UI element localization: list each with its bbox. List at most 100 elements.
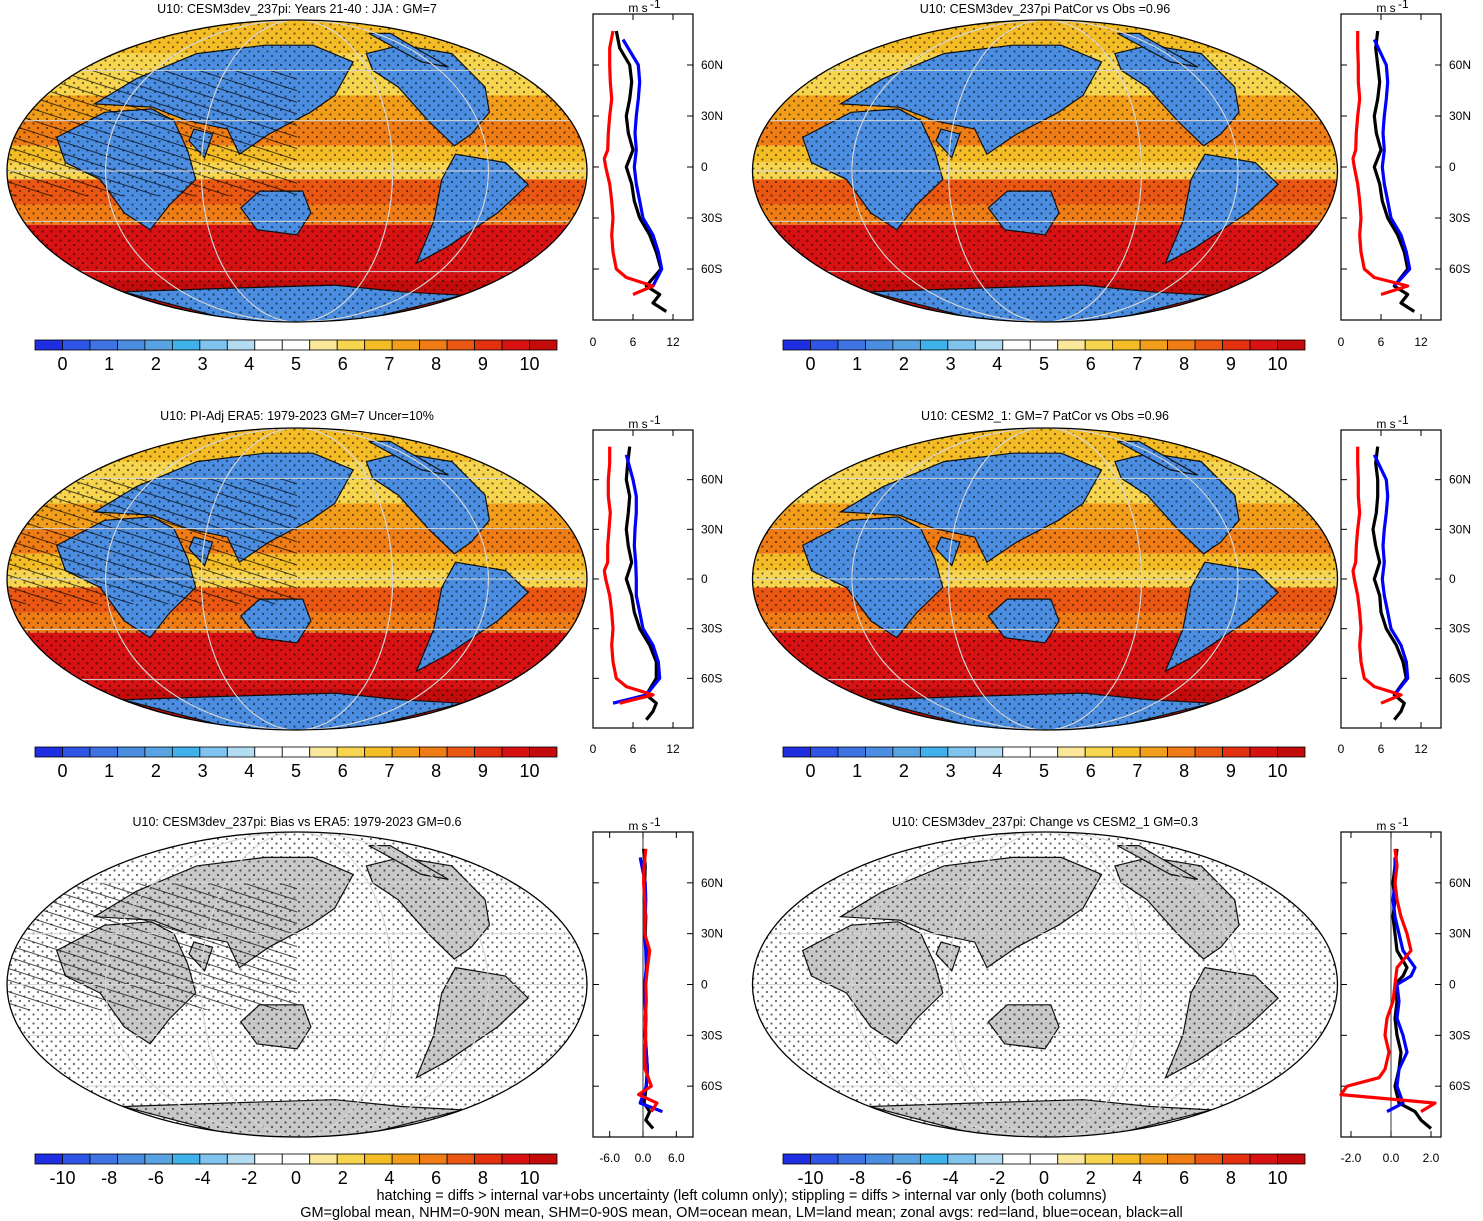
colorbar-box bbox=[865, 1153, 894, 1165]
colorbar-label: 2 bbox=[338, 1168, 348, 1188]
colorbar-label: 7 bbox=[384, 761, 394, 781]
colorbar-label: 3 bbox=[946, 354, 956, 374]
colorbar-box bbox=[919, 746, 949, 758]
colorbar-box bbox=[782, 1153, 811, 1165]
zonal-lat-label: 60S bbox=[1449, 671, 1470, 685]
colorbar-box bbox=[947, 1153, 976, 1165]
zonal-lat-label: 30N bbox=[1449, 927, 1471, 941]
panel-title: U10: CESM3dev_237pi PatCor vs Obs =0.96 bbox=[920, 2, 1171, 16]
colorbar-label: 9 bbox=[1226, 761, 1236, 781]
colorbar-box bbox=[1057, 339, 1086, 351]
zonal-series-red bbox=[602, 446, 655, 705]
hatch-overlay bbox=[7, 478, 297, 605]
zonal-x-label: 12 bbox=[1414, 742, 1428, 756]
colorbar-box bbox=[364, 746, 393, 758]
colorbar-label: 3 bbox=[198, 354, 208, 374]
colorbar-box bbox=[1249, 1153, 1278, 1165]
zonal-lat-label: 0 bbox=[701, 572, 708, 586]
colorbar-label: 8 bbox=[431, 354, 441, 374]
colorbar-box bbox=[254, 746, 283, 758]
colorbar-box bbox=[226, 339, 256, 351]
zonal-lat-label: 60N bbox=[1449, 473, 1471, 487]
colorbar-box bbox=[1167, 339, 1196, 351]
colorbar-box bbox=[837, 746, 866, 758]
map-field bbox=[752, 20, 1338, 322]
colorbar-box bbox=[89, 1153, 118, 1165]
colorbar-box bbox=[892, 339, 921, 351]
zonal-lat-label: 60S bbox=[701, 262, 722, 276]
colorbar-box bbox=[782, 746, 811, 758]
colorbar-box bbox=[865, 746, 894, 758]
zonal-x-label: 6.0 bbox=[668, 1151, 685, 1165]
colorbar-label: 0 bbox=[291, 1168, 301, 1188]
colorbar-label: 1 bbox=[852, 354, 862, 374]
colorbar-label: 10 bbox=[1268, 1168, 1288, 1188]
colorbar-box bbox=[199, 1153, 228, 1165]
colorbar-label: 2 bbox=[1086, 1168, 1096, 1188]
zonal-units-sup: -1 bbox=[1398, 413, 1409, 427]
zonal-units: m s bbox=[628, 819, 647, 833]
colorbar-box bbox=[364, 339, 393, 351]
colorbar-box bbox=[474, 746, 503, 758]
map-outline bbox=[6, 19, 588, 323]
zonal-x-label: 6 bbox=[1378, 335, 1385, 349]
colorbar-box bbox=[62, 746, 91, 758]
graticule-lon bbox=[105, 832, 489, 1137]
zonal-series-blue bbox=[612, 454, 662, 705]
colorbar-label: 8 bbox=[431, 761, 441, 781]
zonal-x-label: 6 bbox=[1378, 742, 1385, 756]
zonal-series-blue bbox=[1386, 857, 1417, 1114]
colorbar-label: 10 bbox=[1268, 354, 1288, 374]
zonal-x-label: 12 bbox=[666, 742, 680, 756]
panel-change: U10: CESM3dev_237pi: Change vs CESM2_1 G… bbox=[751, 815, 1471, 1188]
colorbar-label: 4 bbox=[244, 354, 254, 374]
zonal-lat-label: 30N bbox=[701, 927, 723, 941]
zonal-lat-label: 0 bbox=[1449, 160, 1456, 174]
colorbar-box bbox=[837, 339, 866, 351]
colorbar-box bbox=[501, 1153, 530, 1165]
zonal-lat-label: 30N bbox=[701, 109, 723, 123]
colorbar-label: 10 bbox=[520, 1168, 540, 1188]
colorbar-box bbox=[1084, 746, 1114, 758]
zonal-lat-label: 0 bbox=[701, 978, 708, 992]
colorbar-box bbox=[391, 339, 421, 351]
colorbar-box bbox=[89, 339, 118, 351]
map-outline bbox=[751, 427, 1339, 731]
colorbar-box bbox=[810, 746, 839, 758]
colorbar-box bbox=[446, 1153, 475, 1165]
graticule-lon bbox=[947, 20, 1143, 322]
colorbar-box bbox=[446, 339, 475, 351]
colorbar-label: 0 bbox=[57, 761, 67, 781]
colorbar-box bbox=[1167, 746, 1196, 758]
graticule-lon bbox=[947, 832, 1143, 1137]
colorbar-label: 1 bbox=[852, 761, 862, 781]
colorbar-label: 4 bbox=[244, 761, 254, 781]
colorbar-label: 7 bbox=[384, 354, 394, 374]
colorbar-box bbox=[1249, 339, 1278, 351]
zonal-x-label: -2.0 bbox=[1341, 1151, 1362, 1165]
colorbar-box bbox=[974, 1153, 1004, 1165]
footer-note-2: GM=global mean, NHM=0-90N mean, SHM=0-90… bbox=[300, 1205, 1183, 1221]
zonal-x-label: 12 bbox=[666, 335, 680, 349]
zonal-lat-label: 60N bbox=[701, 58, 723, 72]
colorbar-label: 4 bbox=[1132, 1168, 1142, 1188]
colorbar-box bbox=[892, 746, 921, 758]
graticule-lon bbox=[200, 832, 394, 1137]
colorbar-box bbox=[34, 1153, 63, 1165]
colorbar-box bbox=[391, 746, 421, 758]
colorbar-label: 6 bbox=[431, 1168, 441, 1188]
zonal-x-label: 0 bbox=[1338, 335, 1345, 349]
zonal-frame bbox=[1340, 13, 1442, 321]
colorbar-box bbox=[1002, 339, 1031, 351]
zonal-series-red bbox=[602, 30, 655, 296]
zonal-lat-label: 0 bbox=[701, 160, 708, 174]
zonal-lat-label: 30N bbox=[701, 522, 723, 536]
colorbar-box bbox=[1277, 339, 1306, 351]
zonal-series-blue bbox=[1372, 38, 1412, 288]
colorbar-label: 3 bbox=[198, 761, 208, 781]
zonal-lat-label: 60S bbox=[701, 671, 722, 685]
colorbar-label: 5 bbox=[291, 354, 301, 374]
colorbar-box bbox=[1194, 746, 1223, 758]
colorbar-box bbox=[419, 746, 448, 758]
zonal-frame bbox=[1340, 429, 1442, 729]
